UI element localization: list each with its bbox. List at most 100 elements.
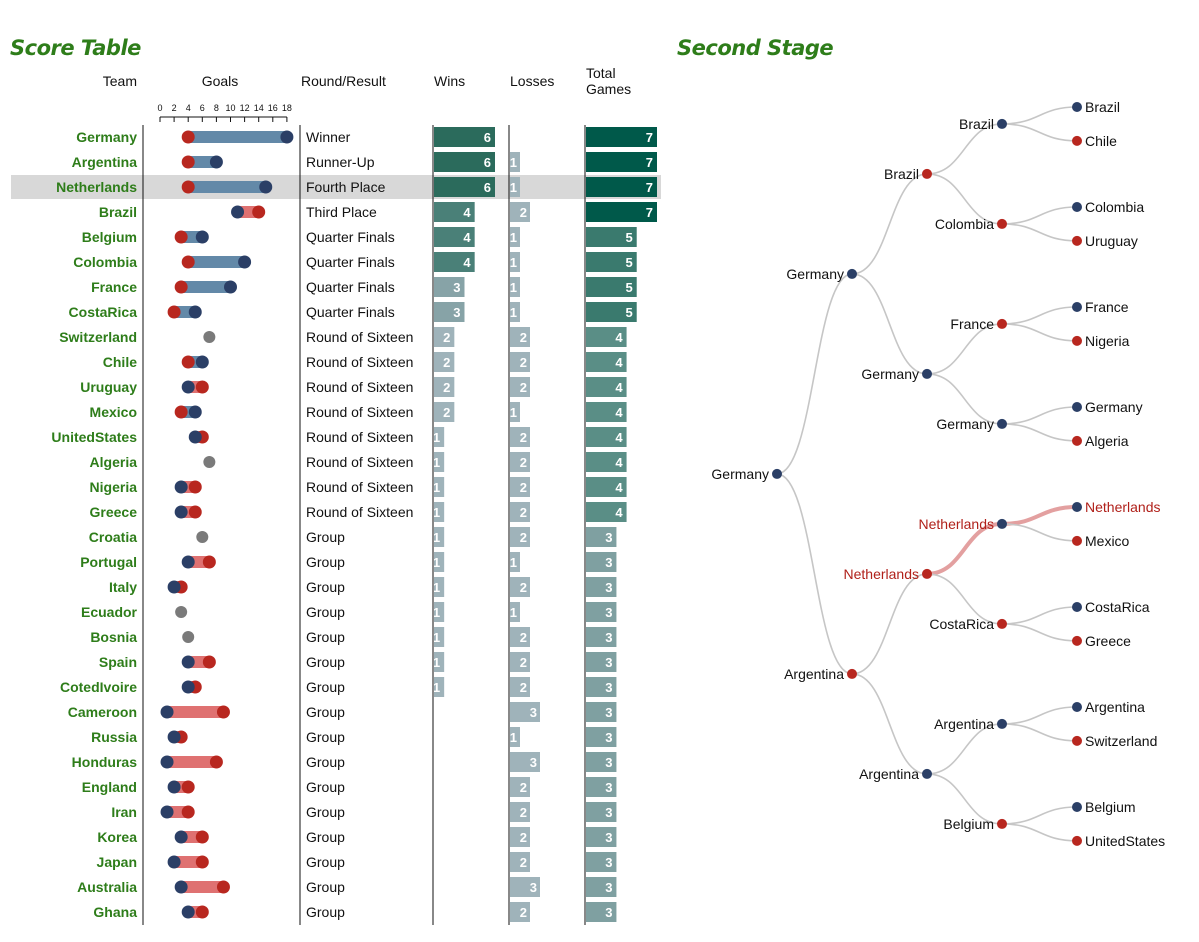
bracket-node <box>922 168 932 179</box>
losses-label: 2 <box>520 805 527 820</box>
losses-bar <box>510 477 530 497</box>
bracket-node <box>1072 202 1082 212</box>
wins-label: 2 <box>443 380 450 395</box>
bracket-node <box>847 668 857 679</box>
table-row: Ghana Group 2 3 <box>93 902 617 922</box>
bracket-team-label: France <box>1085 299 1129 315</box>
bracket-link <box>926 573 1003 625</box>
goals-for-dot <box>238 255 252 269</box>
team-name: Netherlands <box>56 179 137 195</box>
bracket-team-label: Netherlands <box>1085 499 1161 515</box>
goals-tick-label: 2 <box>172 103 177 113</box>
team-name: CotedIvoire <box>60 679 137 695</box>
losses-bar <box>510 502 530 522</box>
table-row: Nigeria Round of Sixteen 1 2 4 <box>90 477 627 497</box>
losses-bar <box>510 302 520 322</box>
goals-for-dot <box>188 305 202 319</box>
table-row: Italy Group 1 2 3 <box>109 577 617 597</box>
wins-label: 1 <box>433 430 440 445</box>
bracket-node <box>997 518 1007 529</box>
bracket-link <box>1001 523 1078 542</box>
total-games-label: 4 <box>615 455 623 470</box>
team-name: Switzerland <box>59 329 137 345</box>
bracket-node <box>772 468 782 479</box>
total-games-bar <box>586 877 617 897</box>
total-games-label: 4 <box>615 330 623 345</box>
wins-bar <box>434 477 445 497</box>
bracket-team-label: Germany <box>936 416 994 432</box>
total-games-label: 7 <box>646 205 653 220</box>
wins-bar <box>434 127 495 147</box>
round-header: Round/Result <box>301 73 386 89</box>
round-result: Group <box>306 729 345 745</box>
goals-for-dot <box>174 830 188 844</box>
wins-label: 1 <box>433 505 440 520</box>
bracket-link <box>1001 723 1078 742</box>
goals-for-dot <box>195 230 209 244</box>
losses-label: 2 <box>520 855 527 870</box>
total-header-line1: Total <box>586 65 616 81</box>
wins-bar <box>434 552 445 572</box>
losses-label: 2 <box>520 355 527 370</box>
wins-bar <box>434 377 455 397</box>
losses-bar <box>510 702 540 722</box>
bracket-team-label: UnitedStates <box>1085 833 1165 849</box>
goals-equal-dot <box>182 631 195 643</box>
round-result: Round of Sixteen <box>306 429 413 445</box>
losses-label: 1 <box>510 305 517 320</box>
team-name: Nigeria <box>90 479 138 495</box>
round-result: Round of Sixteen <box>306 354 413 370</box>
goals-for-dot <box>188 430 202 444</box>
bracket-team-label: Belgium <box>943 816 994 832</box>
table-row: Cameroon Group 3 3 <box>68 702 617 722</box>
team-name: Bosnia <box>90 629 137 645</box>
bracket-team-label: Germany <box>861 366 919 382</box>
table-row: Mexico Round of Sixteen 2 1 4 <box>90 402 627 422</box>
bracket-link <box>1001 823 1078 842</box>
wins-label: 4 <box>463 255 471 270</box>
losses-bar <box>510 402 520 422</box>
wins-bar <box>434 652 445 672</box>
table-row: Ecuador Group 1 1 3 <box>81 602 617 622</box>
bracket-node <box>997 618 1007 629</box>
bracket-node <box>997 318 1007 329</box>
total-games-label: 3 <box>605 555 612 570</box>
wins-label: 6 <box>484 130 491 145</box>
total-games-bar <box>586 527 617 547</box>
losses-bar <box>510 527 530 547</box>
losses-label: 2 <box>520 780 527 795</box>
table-row: Colombia Quarter Finals 4 1 5 <box>73 252 637 272</box>
total-games-label: 7 <box>646 180 653 195</box>
losses-label: 2 <box>520 380 527 395</box>
total-games-bar <box>586 177 657 197</box>
team-name: Chile <box>103 354 137 370</box>
wins-bar <box>434 177 495 197</box>
goals-against-dot <box>216 880 230 894</box>
losses-label: 1 <box>510 155 517 170</box>
wins-label: 1 <box>433 655 440 670</box>
goals-against-dot <box>188 505 202 519</box>
score-table: Team Goals Round/Result Wins Losses TotalGame… <box>11 65 661 925</box>
bracket-team-label: Chile <box>1085 133 1117 149</box>
bracket-node <box>997 818 1007 829</box>
total-games-label: 3 <box>605 630 612 645</box>
team-name: CostaRica <box>69 304 138 320</box>
team-name: Italy <box>109 579 137 595</box>
total-games-bar <box>586 227 637 247</box>
goals-against-dot <box>174 280 188 294</box>
total-games-label: 3 <box>605 605 612 620</box>
losses-label: 2 <box>520 630 527 645</box>
round-result: Group <box>306 904 345 920</box>
total-games-bar <box>586 402 627 422</box>
total-games-bar <box>586 802 617 822</box>
losses-label: 3 <box>530 705 537 720</box>
total-games-bar <box>586 752 617 772</box>
bracket-link <box>926 723 1003 775</box>
total-games-bar <box>586 852 617 872</box>
goals-against-dot <box>188 480 202 494</box>
total-games-label: 3 <box>605 580 612 595</box>
bracket-node <box>1072 735 1082 746</box>
goals-against-dot <box>195 855 209 869</box>
bracket-link <box>1001 623 1078 642</box>
team-name: Australia <box>77 879 137 895</box>
